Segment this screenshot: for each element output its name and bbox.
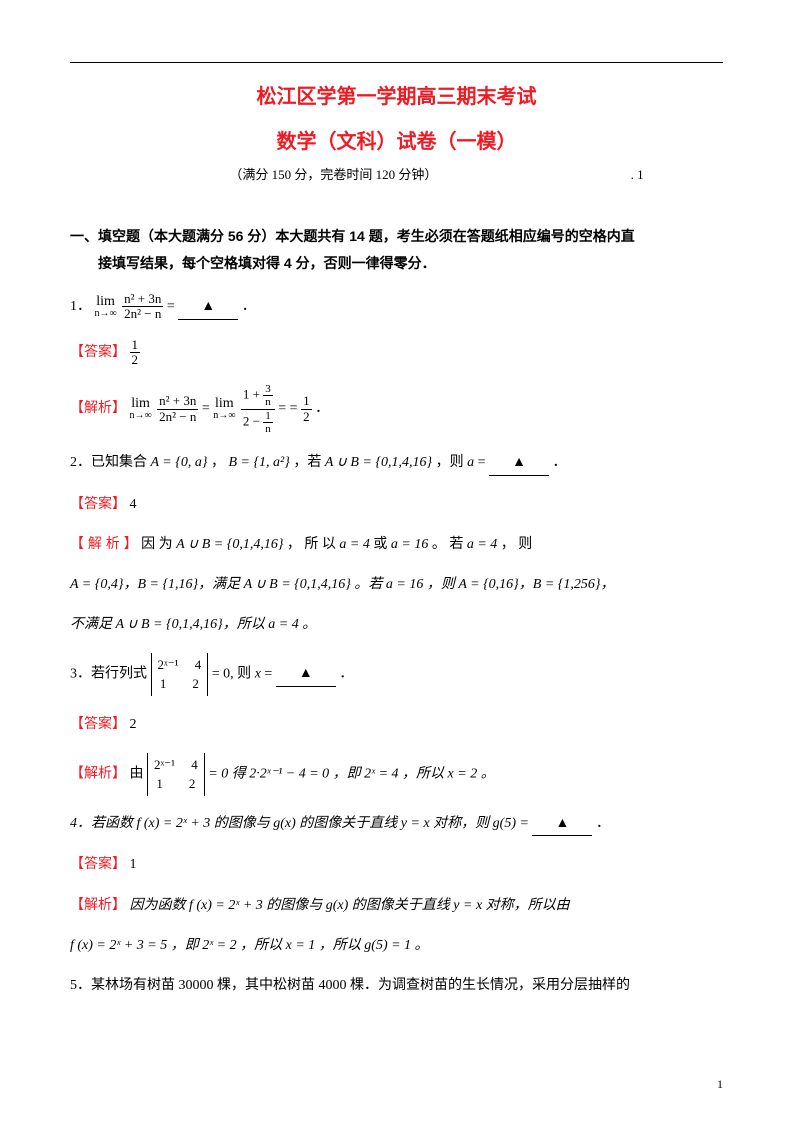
subtitle-right: . 1	[631, 167, 644, 183]
blank-field: ▲	[532, 812, 592, 837]
equals: = =	[278, 401, 301, 416]
q2-analysis-1: 【 解 析 】 因 为 A ∪ B = {0,1,4,16} ， 所 以 a =…	[70, 532, 723, 557]
analysis-label: 【解析】	[70, 896, 126, 912]
q1-period: ．	[242, 299, 256, 314]
section-heading-line2: 接填写结果，每个空格填对得 4 分，否则一律得零分．	[70, 250, 723, 277]
analysis-label: 【解析】	[70, 764, 126, 780]
question-2: 2．已知集合 A = {0, a} ， B = {1, a²} ，若 A ∪ B…	[70, 451, 723, 476]
q3-answer: 【答案】 2	[70, 712, 723, 737]
q2-answer: 【答案】 4	[70, 492, 723, 517]
q3-determinant: 2ˣ⁻¹ 4 1 2	[151, 653, 209, 696]
blank-field: ▲	[489, 451, 549, 476]
q1-answer: 【答案】 1 2	[70, 338, 723, 368]
q3-ana-det: 2ˣ⁻¹ 4 1 2	[147, 753, 205, 796]
section-heading-line1: 一、填空题（本大题满分 56 分）本大题共有 14 题，考生必须在答题纸相应编号…	[70, 223, 723, 250]
question-1: 1． lim n→∞ n² + 3n 2n² − n = ▲ ．	[70, 292, 723, 322]
q1-prefix: 1．	[70, 299, 91, 314]
answer-label: 【答案】	[70, 343, 126, 359]
section-1-heading: 一、填空题（本大题满分 56 分）本大题共有 14 题，考生必须在答题纸相应编号…	[70, 223, 723, 276]
q4-answer-value: 1	[130, 857, 137, 872]
exam-title-2: 数学（文科）试卷（一模）	[70, 125, 723, 154]
page-number: 1	[717, 1077, 723, 1092]
question-3: 3．若行列式 2ˣ⁻¹ 4 1 2 = 0, 则 x = ▲ ．	[70, 653, 723, 696]
blank-field: ▲	[178, 295, 238, 320]
q3-answer-value: 2	[130, 717, 137, 732]
answer-label: 【答案】	[70, 495, 126, 511]
subtitle-left: （满分 150 分，完卷时间 120 分钟）	[229, 167, 437, 182]
exam-title-1: 松江区学第一学期高三期末考试	[70, 80, 723, 109]
q2-answer-value: 4	[130, 497, 137, 512]
q1-ana-lhs-frac: n² + 3n 2n² − n	[157, 394, 198, 424]
q3-analysis: 【解析】 由 2ˣ⁻¹ 4 1 2 = 0 得 2·2ˣ⁻¹ − 4 = 0 ，…	[70, 753, 723, 796]
q1-ana-mid-frac: 1 + 3n 2 − 1n	[241, 383, 275, 434]
q1-ana-res-frac: 1 2	[301, 394, 312, 424]
answer-label: 【答案】	[70, 855, 126, 871]
blank-field: ▲	[276, 662, 336, 687]
limit-symbol: lim n→∞	[213, 397, 235, 421]
q2-analysis-2: A = {0,4}，B = {1,16}，满足 A ∪ B = {0,1,4,1…	[70, 573, 723, 597]
q1-analysis: 【解析】 lim n→∞ n² + 3n 2n² − n = lim n→∞ 1…	[70, 383, 723, 434]
question-5: 5．某林场有树苗 30000 棵，其中松树苗 4000 棵．为调查树苗的生长情况…	[70, 974, 723, 998]
limit-symbol: lim n→∞	[95, 295, 117, 319]
q4-analysis-2: f (x) = 2ˣ + 3 = 5 ，即 2ˣ = 2 ，所以 x = 1 ，…	[70, 934, 723, 958]
q1-answer-frac: 1 2	[130, 338, 141, 368]
q4-analysis-1: 【解析】 因为函数 f (x) = 2ˣ + 3 的图像与 g(x) 的图像关于…	[70, 893, 723, 918]
answer-label: 【答案】	[70, 715, 126, 731]
q2-setA: A = {0, a}	[151, 455, 208, 470]
header-rule	[70, 62, 723, 63]
q4-answer: 【答案】 1	[70, 852, 723, 877]
q2-analysis-3: 不满足 A ∪ B = {0,1,4,16}，所以 a = 4 。	[70, 613, 723, 637]
equals: =	[202, 401, 213, 416]
analysis-label: 【 解 析 】	[70, 535, 138, 551]
q2-setB: B = {1, a²}	[228, 455, 289, 470]
analysis-label: 【解析】	[70, 399, 126, 415]
exam-subtitle: （满分 150 分，完卷时间 120 分钟） . 1	[70, 164, 723, 183]
title-block: 松江区学第一学期高三期末考试 数学（文科）试卷（一模） （满分 150 分，完卷…	[70, 80, 723, 183]
question-4: 4．若函数 f (x) = 2ˣ + 3 的图像与 g(x) 的图像关于直线 y…	[70, 812, 723, 837]
limit-symbol: lim n→∞	[130, 397, 152, 421]
equals: =	[167, 299, 178, 314]
q1-fraction: n² + 3n 2n² − n	[122, 292, 163, 322]
q2-union: A ∪ B = {0,1,4,16}	[325, 455, 432, 470]
